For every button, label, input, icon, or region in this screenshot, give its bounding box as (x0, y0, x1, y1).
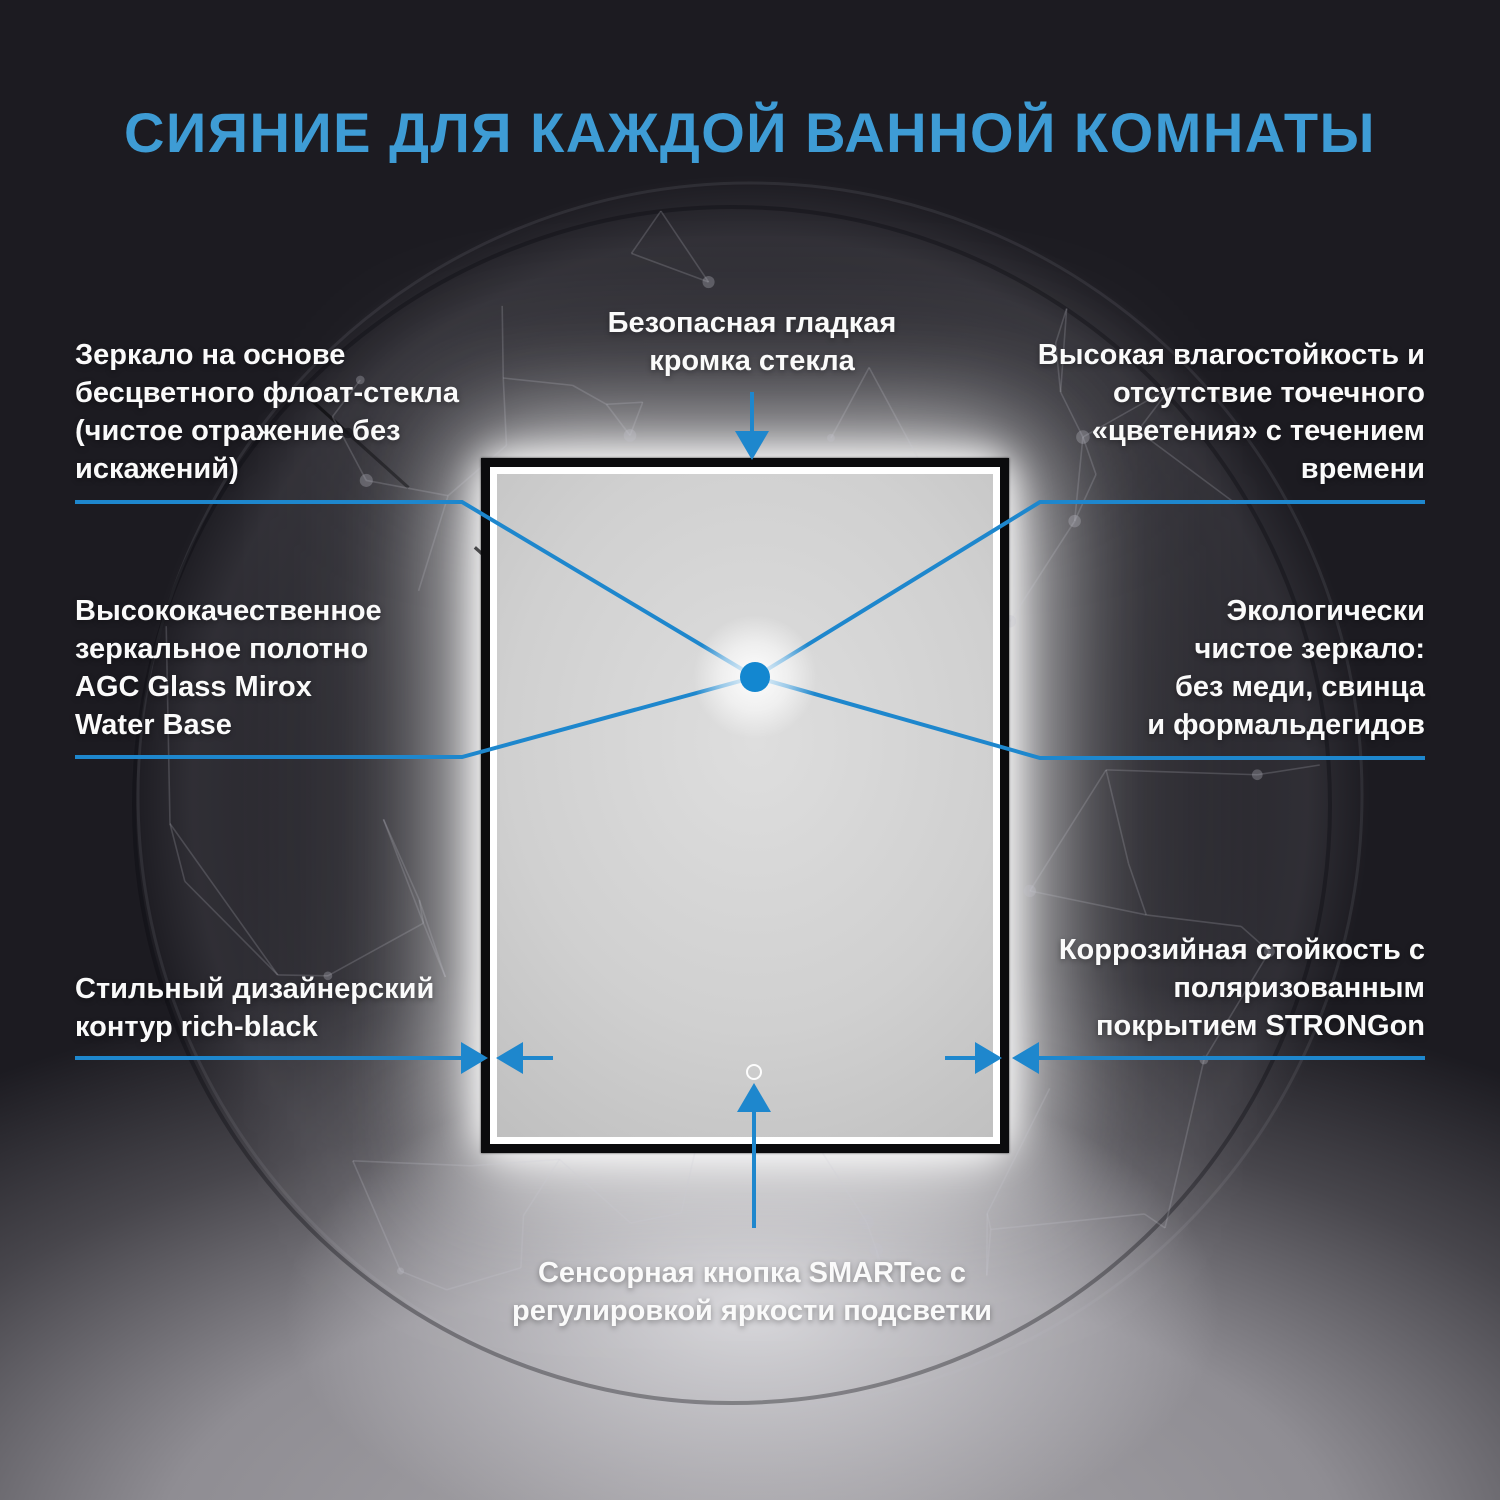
callout-label-eco: Экологически чистое зеркало: без меди, с… (1147, 595, 1425, 741)
callout-label-strongon: Коррозийная стойкость с поляризованным п… (1058, 934, 1425, 1042)
mirror-surface (497, 474, 993, 1137)
callout-label-float-glass: Зеркало на основе бесцветного флоат-стек… (75, 339, 459, 485)
touch-button-indicator (746, 1064, 762, 1080)
callout-label-smartec: Сенсорная кнопка SMARTec с регулировкой … (512, 1257, 992, 1327)
callout-label-contour: Стильный дизайнерский контур rich-black (75, 973, 435, 1043)
callout-label-mirror-canvas: Высококачественное зеркальное полотно AG… (75, 595, 382, 741)
page-title: СИЯНИЕ ДЛЯ КАЖДОЙ ВАННОЙ КОМНАТЫ (124, 101, 1376, 164)
callout-label-safe-edge: Безопасная гладкая кромка стекла (607, 307, 897, 377)
callout-label-moisture: Высокая влагостойкость и отсутствие точе… (1037, 339, 1425, 485)
arrowhead-strongon-icon (1012, 1042, 1039, 1074)
arrowhead-safe-edge-icon (735, 431, 769, 460)
mirror-image (481, 458, 1009, 1153)
